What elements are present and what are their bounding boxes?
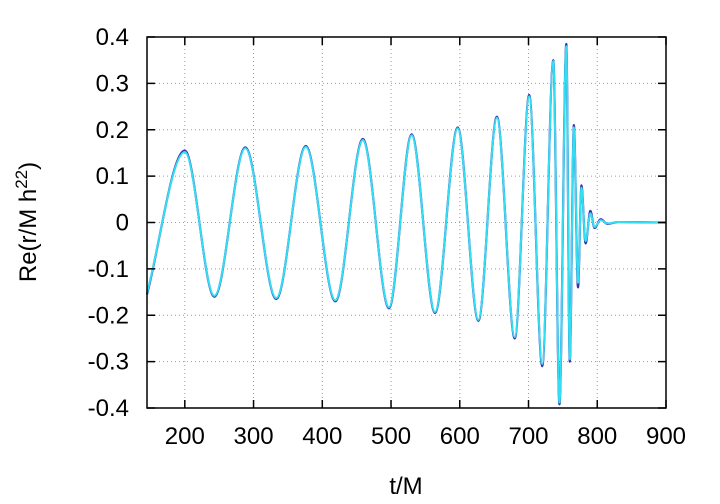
x-tick-labels: 200 300 400 500 600 700 800 900 <box>165 423 686 450</box>
tick-marks <box>147 36 667 409</box>
y-tick-labels: 0.4 0.3 0.2 0.1 0 -0.1 -0.2 -0.3 -0.4 <box>88 24 129 422</box>
x-tick-label: 200 <box>165 423 205 450</box>
y-tick-label: -0.4 <box>88 395 129 422</box>
x-tick-label: 600 <box>440 423 480 450</box>
x-tick-label: 300 <box>234 423 274 450</box>
x-tick-label: 500 <box>371 423 411 450</box>
y-tick-label: 0.2 <box>96 117 129 144</box>
series-line-2 <box>146 45 667 404</box>
y-tick-label: 0 <box>116 210 129 237</box>
x-tick-label: 800 <box>577 423 617 450</box>
y-axis-label-superscript: 22 <box>12 170 31 189</box>
y-tick-label: -0.3 <box>88 349 129 376</box>
y-axis-label-close: ) <box>15 162 42 170</box>
y-axis-label-main: Re(r/M h <box>15 189 42 282</box>
x-tick-label: 700 <box>508 423 548 450</box>
series-layer <box>145 42 667 406</box>
y-tick-label: -0.1 <box>88 256 129 283</box>
y-tick-label: -0.2 <box>88 302 129 329</box>
x-tick-label: 900 <box>646 423 686 450</box>
y-axis-label: Re(r/M h22) <box>12 162 42 282</box>
y-tick-label: 0.1 <box>96 163 129 190</box>
y-tick-label: 0.4 <box>96 24 129 51</box>
x-axis-label: t/M <box>389 473 422 500</box>
x-tick-label: 400 <box>302 423 342 450</box>
y-tick-label: 0.3 <box>96 70 129 97</box>
